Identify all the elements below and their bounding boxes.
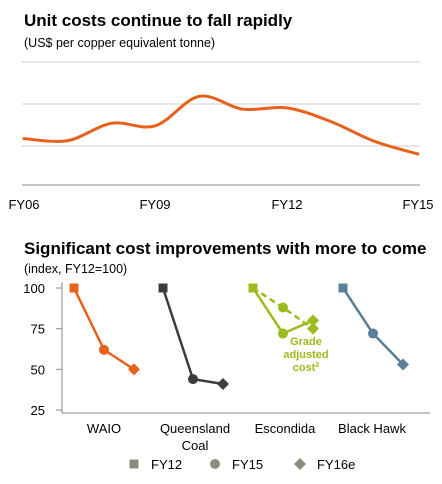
legend-label: FY12 [151, 457, 182, 472]
chart2-subtitle: (index, FY12=100) [24, 262, 127, 276]
fy16e-marker [397, 358, 409, 371]
adjusted-fy16e-marker [307, 322, 319, 335]
chart2-y-ticks: 100 75 50 25 [23, 281, 62, 418]
chart2-y-tick-label: 75 [31, 322, 45, 337]
chart1-x-tick-label: FY09 [139, 197, 170, 212]
chart1-x-tick-label: FY15 [402, 197, 433, 212]
legend-label: FY16e [317, 457, 355, 472]
chart1-subtitle: (US$ per copper equivalent tonne) [24, 36, 215, 50]
legend-label: FY15 [232, 457, 263, 472]
fy12-marker [248, 283, 258, 293]
category-label: Escondida [255, 421, 316, 436]
legend-fy12-marker [129, 459, 139, 469]
legend-fy15-marker [210, 459, 220, 469]
group-line [161, 287, 224, 386]
category-label: Coal [182, 438, 209, 453]
chart1-gridlines [22, 61, 420, 147]
chart2-axes [61, 282, 430, 414]
fy16e-marker [217, 377, 229, 390]
chart2-y-tick-label: 25 [31, 403, 45, 418]
chart2-title: Significant cost improvements with more … [24, 239, 426, 258]
chart2-category-labels: WAIO Queensland Coal Escondida Black Hawk [87, 421, 407, 453]
group-queensland-coal [158, 283, 229, 390]
fy12-marker [158, 283, 168, 293]
adjusted-fy15-marker [278, 302, 288, 313]
group-black-hawk [338, 283, 409, 371]
fy16e-marker [128, 363, 140, 376]
legend-fy16e-marker [294, 458, 306, 470]
chart1-x-tick-label: FY06 [8, 197, 39, 212]
category-label: WAIO [87, 421, 121, 436]
chart1-title: Unit costs continue to fall rapidly [24, 11, 293, 30]
chart1-x-ticks: FY06 FY09 FY12 FY15 [8, 197, 433, 212]
annotation-line: adjusted [283, 349, 328, 361]
chart1-series [22, 94, 420, 156]
unit-cost-chart: Unit costs continue to fall rapidly (US$… [8, 11, 433, 212]
fy12-marker [338, 283, 348, 293]
fy15-marker [99, 344, 109, 355]
fy12-marker [69, 283, 79, 293]
category-label: Queensland [160, 421, 230, 436]
chart1-x-tick-label: FY12 [271, 197, 302, 212]
group-line [341, 287, 404, 366]
chart2-legend: FY12 FY15 FY16e [129, 457, 355, 472]
unit-cost-line [22, 94, 420, 156]
fy15-marker [278, 328, 288, 339]
chart2-groups [69, 283, 409, 390]
chart2-y-tick-label: 50 [31, 362, 45, 377]
group-escondida [248, 283, 319, 339]
annotation-line: cost2 [293, 362, 320, 374]
group-waio [69, 283, 140, 376]
chart2-y-tick-label: 100 [23, 281, 45, 296]
group-line [72, 287, 135, 371]
cost-improvement-chart: Significant cost improvements with more … [23, 239, 430, 472]
fy16e-marker [307, 314, 319, 327]
fy15-marker [368, 328, 378, 339]
annotation-line: Grade [290, 336, 322, 348]
fy15-marker [188, 374, 198, 385]
category-label: Black Hawk [338, 421, 406, 436]
